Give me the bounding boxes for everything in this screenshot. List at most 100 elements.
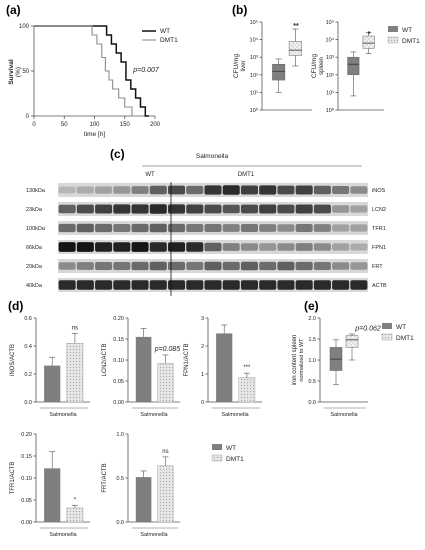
blot-band bbox=[295, 224, 313, 232]
survival-series-dmt1 bbox=[34, 25, 136, 117]
liver-y-sublabel: liver bbox=[241, 60, 247, 71]
blot-band bbox=[204, 204, 222, 214]
blot-band bbox=[350, 205, 368, 213]
spleen-y-tick-label: 10² bbox=[326, 73, 334, 79]
blot-band bbox=[113, 186, 131, 194]
blot-band bbox=[350, 243, 368, 251]
fpn1-y-label: FPN1/ACTB bbox=[184, 343, 190, 376]
panel-b-legend: WT DMT1 bbox=[387, 26, 420, 45]
lcn2-y-tick-label: 0.15 bbox=[113, 337, 124, 343]
blot-band bbox=[186, 280, 204, 290]
iron-y-tick-label: 1.0 bbox=[308, 358, 316, 364]
blot-band bbox=[295, 204, 313, 214]
blot-band bbox=[222, 224, 240, 232]
blot-group-dmt1: DMT1 bbox=[238, 172, 255, 178]
inos-y-tick-label: 0.0 bbox=[24, 400, 32, 406]
fpn1-y-tick-label: 3 bbox=[201, 316, 204, 322]
spleen-box-dmt1 bbox=[362, 35, 375, 49]
blot-band bbox=[240, 185, 258, 195]
iron-y-tick-label: 0.5 bbox=[308, 379, 316, 385]
inos-y-tick-label: 0.2 bbox=[24, 372, 32, 378]
blot-group-wt: WT bbox=[145, 172, 155, 178]
blot-band bbox=[277, 261, 295, 271]
fpn1-y-tick-label: 1 bbox=[201, 372, 204, 378]
blot-band bbox=[149, 204, 167, 214]
panel-d-legend: WT DMT1 bbox=[211, 444, 244, 463]
blot-band bbox=[259, 243, 277, 251]
blot-mw-label: 40kDa bbox=[26, 283, 43, 289]
blot-band bbox=[295, 261, 313, 271]
spleen-y-label: CFU/mg bbox=[311, 54, 318, 79]
legend-label-dmt1: DMT1 bbox=[396, 335, 414, 342]
blot-band bbox=[295, 185, 313, 195]
blot-band bbox=[58, 223, 76, 233]
blot-band bbox=[131, 186, 149, 194]
blot-band bbox=[168, 185, 186, 195]
panel-a-survival-chart: 0 50 100 0 50 100 150 200 Survival (%) time [h] WT D… bbox=[8, 24, 178, 138]
frt-bar-dmt1 bbox=[157, 465, 174, 523]
inos-significance: ns bbox=[72, 325, 78, 331]
blot-band bbox=[204, 224, 222, 232]
fpn1-group-label: Salmonella bbox=[221, 412, 249, 418]
liver-y-tick-label: 10⁰ bbox=[250, 107, 259, 114]
survival-x-label: time [h] bbox=[84, 131, 106, 138]
legend-label-wt: WT bbox=[226, 445, 236, 452]
blot-band bbox=[259, 280, 277, 290]
inos-y-label: iNOS/ACTB bbox=[10, 344, 16, 376]
blot-band bbox=[58, 186, 76, 194]
liver-y-tick-label: 10³ bbox=[250, 55, 258, 61]
survival-legend-label-wt: WT bbox=[160, 28, 170, 35]
blot-band bbox=[277, 243, 295, 251]
blot-band bbox=[313, 224, 331, 232]
lcn2-y-tick-label: 0.00 bbox=[113, 400, 124, 406]
blot-band bbox=[222, 204, 240, 214]
inos-y-tick-label: 0.4 bbox=[24, 344, 32, 350]
frt-y-tick-label: 1.0 bbox=[116, 432, 124, 438]
blot-band bbox=[332, 280, 350, 290]
lcn2-group-label: Salmonella bbox=[140, 412, 168, 418]
blot-band bbox=[95, 242, 113, 252]
blot-band bbox=[113, 204, 131, 214]
blot-band bbox=[113, 224, 131, 232]
blot-band bbox=[313, 243, 331, 251]
blot-header-salmonella: Salmonella bbox=[196, 153, 229, 160]
liver-box-dmt1 bbox=[288, 41, 302, 56]
iron-y-sublabel: normalized to WT bbox=[299, 338, 305, 382]
legend-label-dmt1: DMT1 bbox=[226, 456, 244, 463]
frt-bar-wt bbox=[135, 477, 152, 522]
frt-group-label: Salmonella bbox=[140, 532, 168, 538]
spleen-significance: * bbox=[368, 31, 371, 38]
blot-band bbox=[332, 262, 350, 270]
panel-label-a: (a) bbox=[6, 3, 21, 17]
legend-swatch-dmt1 bbox=[381, 333, 393, 341]
lcn2-y-tick-label: 0.20 bbox=[113, 316, 124, 322]
blot-band bbox=[204, 185, 222, 195]
legend-label-dmt1: DMT1 bbox=[402, 38, 420, 45]
blot-band bbox=[76, 280, 94, 290]
blot-band bbox=[240, 280, 258, 290]
panel-label-d: (d) bbox=[8, 299, 23, 313]
blot-band bbox=[186, 204, 204, 214]
frt-y-tick-label: 0.0 bbox=[116, 520, 124, 526]
iron-y-label: iron content spleen bbox=[292, 335, 298, 386]
blot-protein-label: ACTB bbox=[372, 283, 387, 289]
frt-y-tick-label: 0.5 bbox=[116, 476, 124, 482]
blot-band bbox=[149, 185, 167, 195]
blot-band bbox=[58, 262, 76, 270]
iron-y-tick-label: 2.0 bbox=[308, 316, 316, 322]
blot-band bbox=[350, 186, 368, 194]
iron-p-value: p=0.062 bbox=[354, 326, 381, 333]
survival-y-tick-label: 50 bbox=[22, 69, 29, 75]
iron-y-tick-label: 1.5 bbox=[308, 337, 316, 343]
spleen-y-tick-label: 10¹ bbox=[326, 90, 334, 96]
blot-band bbox=[131, 204, 149, 214]
blot-band bbox=[186, 224, 204, 232]
survival-x-tick-label: 0 bbox=[32, 122, 36, 128]
fpn1-significance: *** bbox=[243, 365, 251, 371]
spleen-y-tick-label: 10³ bbox=[326, 55, 334, 61]
blot-band bbox=[313, 185, 331, 195]
survival-y-label-unit: (%) bbox=[15, 67, 22, 77]
blot-band bbox=[332, 224, 350, 232]
spleen-y-tick-label: 10⁴ bbox=[326, 37, 335, 44]
